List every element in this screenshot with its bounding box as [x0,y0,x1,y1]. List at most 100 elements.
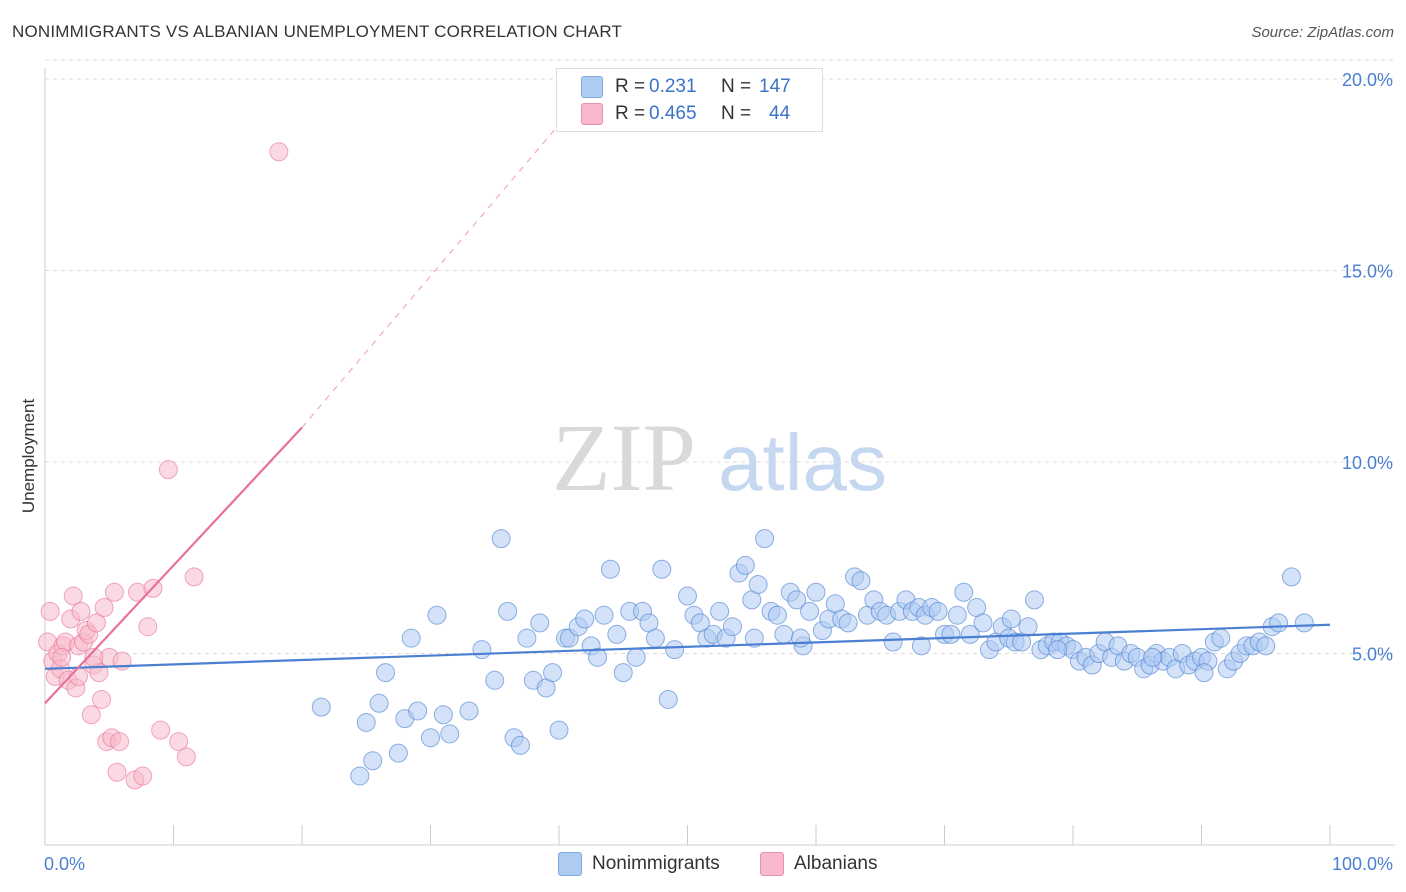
nonimmigrant-point [658,689,678,709]
chart-title: NONIMMIGRANTS VS ALBANIAN UNEMPLOYMENT C… [12,22,623,41]
albanian-point [158,460,178,480]
nonimmigrant-point [607,624,627,644]
albanian-point [110,732,130,752]
albanian-point [176,747,196,767]
nonimmigrant-point [954,582,974,602]
nonimmigrant-point [401,628,421,648]
nonimmigrant-point [459,701,479,721]
albanian-point [169,732,189,752]
nonimmigrant-point [652,559,672,579]
nonimmigrant-point [1048,640,1068,660]
nonimmigrant-point [549,720,569,740]
nonimmigrants-trend-line [44,623,1331,670]
source-label: Source: ZipAtlas.com [1251,24,1394,41]
nonimmigrant-point [710,601,730,621]
n-value: 147 [759,76,791,97]
nonimmigrant-point [1143,647,1163,667]
albanians-swatch [760,852,784,876]
x-tick-label: 0.0% [44,854,85,874]
r-value: 0.465 [649,103,697,124]
nonimmigrant-point [800,601,820,621]
nonimmigrant-point [433,705,453,725]
albanian-point [104,582,124,602]
nonimmigrant-point [408,701,428,721]
tick-labels: 5.0% 10.0% 15.0% 20.0% 0.0% 100.0% [44,70,1393,874]
nonimmigrant-point [1024,590,1044,610]
albanian-point [94,598,114,618]
nonimmigrant-point [838,613,858,633]
albanian-point [269,142,289,162]
nonimmigrant-point [1294,613,1314,633]
legend-item-albanians[interactable]: Albanians [760,852,877,876]
albanian-point [81,705,101,725]
trend-lines [44,93,1331,705]
nonimmigrant-point [665,640,685,660]
albanian-point [71,601,91,621]
nonimmigrant-point [498,601,518,621]
nonimmigrant-point [485,670,505,690]
y-tick-label: 20.0% [1342,70,1393,90]
albanian-point [107,762,127,782]
nonimmigrant-point [767,605,787,625]
nonimmigrant-point [440,724,460,744]
y-tick-label: 10.0% [1342,453,1393,473]
nonimmigrant-point [626,647,646,667]
nonimmigrant-point [510,735,530,755]
nonimmigrant-point [791,628,811,648]
data-points [38,142,1314,790]
nonimmigrant-point [543,663,563,683]
nonimmigrant-point [388,743,408,763]
nonimmigrant-point [735,555,755,575]
nonimmigrant-point [678,586,697,606]
n-label: N = [721,103,752,124]
nonimmigrant-point [376,663,396,683]
albanians-trend-extension [301,93,586,428]
legend-label: Nonimmigrants [592,853,720,874]
nonimmigrant-point [1018,617,1038,637]
albanian-point [52,647,72,667]
albanian-point [92,689,112,709]
albanians-trend-line [44,426,303,705]
nonimmigrants-swatch [558,852,582,876]
legend-item-nonimmigrants[interactable]: Nonimmigrants [558,852,720,876]
nonimmigrant-point [883,632,903,652]
watermark-atlas: atlas [718,418,887,507]
nonimmigrant-point [1281,567,1301,587]
nonimmigrant-point [363,751,383,771]
nonimmigrant-point [588,647,608,667]
nonimmigrant-point [645,628,665,648]
nonimmigrant-point [356,712,376,732]
n-label: N = [721,76,752,97]
nonimmigrant-point [787,590,807,610]
r-label: R = [615,76,646,97]
axes [44,68,1395,846]
y-axis-label: Unemployment [19,399,38,514]
albanian-point [40,601,60,621]
nonimmigrant-point [350,766,370,786]
albanian-point [133,766,153,786]
stats-row-nonimmigrants: R = 0.231 N = 147 [581,75,791,99]
albanian-point [63,586,83,606]
r-label: R = [615,103,646,124]
nonimmigrant-point [806,582,826,602]
nonimmigrant-point [941,624,961,644]
nonimmigrant-point [613,663,633,683]
grid [45,59,1395,654]
nonimmigrant-point [575,609,595,629]
albanian-point [138,617,158,637]
nonimmigrant-point [1269,613,1289,633]
nonimmigrant-point [1256,636,1276,656]
nonimmigrant-point [755,529,775,549]
series-legend: Nonimmigrants Albanians [0,852,1406,876]
nonimmigrants-swatch [581,76,603,98]
albanians-swatch [581,103,603,125]
albanian-point [68,666,88,686]
nonimmigrant-point [311,697,331,717]
albanian-point [151,720,171,740]
nonimmigrant-point [851,571,871,591]
nonimmigrant-point [1194,663,1214,683]
nonimmigrant-point [369,693,389,713]
nonimmigrant-point [722,617,742,637]
nonimmigrant-point [947,605,967,625]
nonimmigrant-point [600,559,620,579]
